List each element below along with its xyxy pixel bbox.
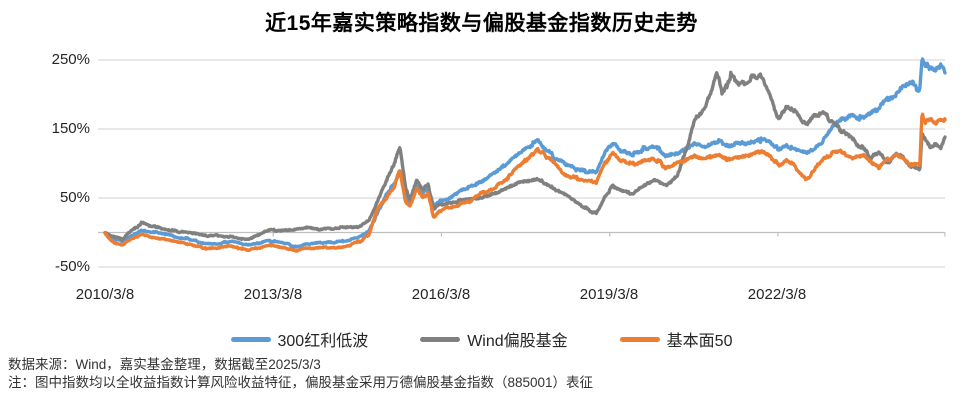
chart-title: 近15年嘉实策略指数与偏股基金指数历史走势 [265, 12, 698, 35]
legend-swatch-blue [230, 336, 271, 342]
legend-label: 基本面50 [666, 333, 733, 350]
x-axis-tick-label: 2013/3/8 [243, 286, 303, 303]
x-axis-tick-label: 2022/3/8 [747, 286, 807, 303]
series-line-0 [103, 57, 947, 249]
y-axis-tick-label: 250% [51, 51, 90, 68]
data-source-note: 数据来源：Wind，嘉实基金整理，数据截至2025/3/3 [8, 357, 321, 372]
legend-item-fundamental-50: 基本面50 [619, 327, 733, 351]
series-line-2 [103, 112, 947, 253]
index-footnote: 注：图中指数均以全收益指数计算风险收益特征，偏股基金采用万德偏股基金指数（885… [8, 375, 594, 390]
series-line-1 [103, 70, 947, 242]
chart-legend: 300红利低波 Wind偏股基金 基本面50 [0, 327, 963, 351]
legend-item-wind-equity-fund: Wind偏股基金 [420, 327, 568, 351]
x-axis-tick-label: 2019/3/8 [579, 286, 639, 303]
y-axis-tick-label: -50% [54, 258, 90, 275]
legend-label: 300红利低波 [277, 333, 369, 350]
legend-label: Wind偏股基金 [467, 333, 568, 350]
legend-swatch-orange [619, 336, 660, 342]
y-axis-tick-label: 50% [59, 189, 90, 206]
x-axis-tick-label: 2010/3/8 [75, 286, 135, 303]
legend-swatch-gray [420, 336, 461, 342]
x-axis-tick-label: 2016/3/8 [411, 286, 471, 303]
y-axis-tick-label: 150% [51, 120, 90, 137]
legend-item-300hongli-diwave: 300红利低波 [230, 327, 369, 351]
